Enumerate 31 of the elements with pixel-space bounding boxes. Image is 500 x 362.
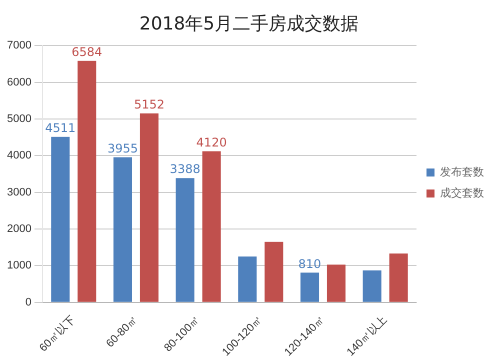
y-tick-label: 5000 (6, 112, 32, 125)
y-tick-label: 4000 (6, 150, 32, 162)
data-label: 4120 (196, 135, 227, 150)
data-label: 3388 (170, 162, 200, 176)
legend-label: 成交套数 (440, 186, 484, 200)
bar (300, 272, 320, 302)
data-label: 3955 (107, 141, 138, 156)
y-tick-label: 7000 (6, 40, 32, 52)
bar (113, 157, 132, 302)
bar (362, 270, 382, 302)
y-tick-label: 1000 (6, 260, 32, 272)
bar (238, 256, 257, 302)
legend-label: 发布套数 (440, 166, 484, 179)
y-tick-label: 6000 (6, 76, 32, 88)
data-label: 5152 (134, 98, 164, 112)
chart-title: 2018年5月二手房成交数据 (139, 13, 359, 34)
x-tick-label: 60㎡以下 (36, 313, 78, 354)
y-tick-label: 3000 (6, 186, 32, 198)
data-label: 6584 (72, 44, 102, 59)
bar (202, 151, 221, 302)
bar (140, 113, 158, 302)
y-tick-label: 0 (25, 296, 32, 308)
y-tick-label: 2000 (6, 223, 32, 236)
data-label: 4511 (45, 121, 76, 136)
bar (176, 178, 194, 302)
bar (264, 242, 284, 302)
bar (389, 254, 408, 302)
bar (326, 264, 346, 302)
data-label: 810 (298, 256, 322, 271)
bar (78, 60, 96, 302)
bar (51, 136, 70, 302)
